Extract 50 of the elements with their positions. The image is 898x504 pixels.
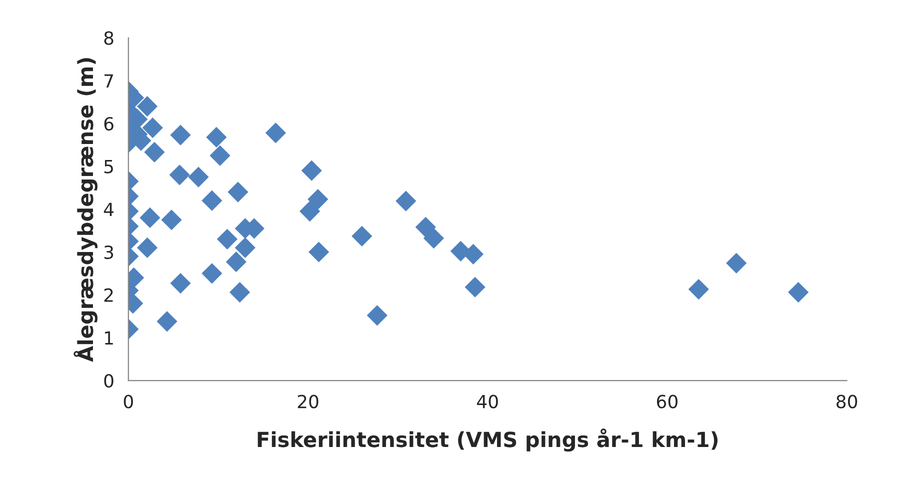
point bbox=[366, 305, 388, 326]
point bbox=[216, 228, 238, 250]
point bbox=[210, 145, 230, 166]
y-tick-label: 3 bbox=[104, 245, 114, 260]
point bbox=[396, 190, 416, 212]
point bbox=[156, 311, 178, 332]
point bbox=[228, 182, 248, 202]
point bbox=[265, 122, 286, 144]
x-tick-label: 60 bbox=[656, 394, 678, 408]
point bbox=[136, 237, 158, 258]
y-tick-label: 4 bbox=[104, 202, 114, 216]
y-tick-label: 5 bbox=[104, 160, 113, 174]
point bbox=[188, 166, 209, 188]
y-tick-label: 0 bbox=[104, 374, 114, 388]
point bbox=[136, 96, 158, 117]
x-tick-label: 80 bbox=[836, 394, 858, 408]
x-tick-label: 40 bbox=[477, 394, 498, 408]
y-tick-label: 2 bbox=[104, 288, 113, 302]
point bbox=[423, 228, 444, 249]
point bbox=[688, 278, 709, 300]
point bbox=[206, 126, 227, 148]
x-tick-label: 0 bbox=[124, 394, 133, 408]
point bbox=[144, 142, 165, 162]
point bbox=[464, 276, 486, 298]
point bbox=[169, 164, 190, 186]
point bbox=[726, 252, 747, 274]
y-tick-label: 6 bbox=[104, 116, 114, 131]
y-tick-label: 8 bbox=[104, 31, 114, 45]
x-axis-title: Fiskeriintensitet (VMS pings år-1 km-1) bbox=[258, 428, 718, 452]
point bbox=[308, 242, 330, 262]
point bbox=[226, 252, 246, 272]
point bbox=[352, 226, 372, 246]
point bbox=[229, 282, 250, 303]
point bbox=[142, 117, 163, 138]
point bbox=[308, 189, 328, 210]
point bbox=[161, 210, 182, 230]
point bbox=[202, 263, 222, 284]
point bbox=[170, 124, 191, 146]
y-axis-title: Ålegræsdybdegrænse (m) bbox=[74, 58, 98, 362]
point bbox=[202, 190, 222, 211]
point bbox=[300, 201, 320, 222]
point bbox=[140, 207, 160, 228]
x-tick-label: 20 bbox=[298, 394, 318, 408]
point bbox=[234, 237, 256, 258]
point bbox=[301, 160, 322, 181]
y-tick-label: 7 bbox=[104, 74, 113, 88]
y-tick-label: 1 bbox=[105, 331, 113, 345]
point bbox=[788, 282, 809, 303]
point bbox=[415, 216, 436, 238]
point bbox=[170, 272, 191, 294]
